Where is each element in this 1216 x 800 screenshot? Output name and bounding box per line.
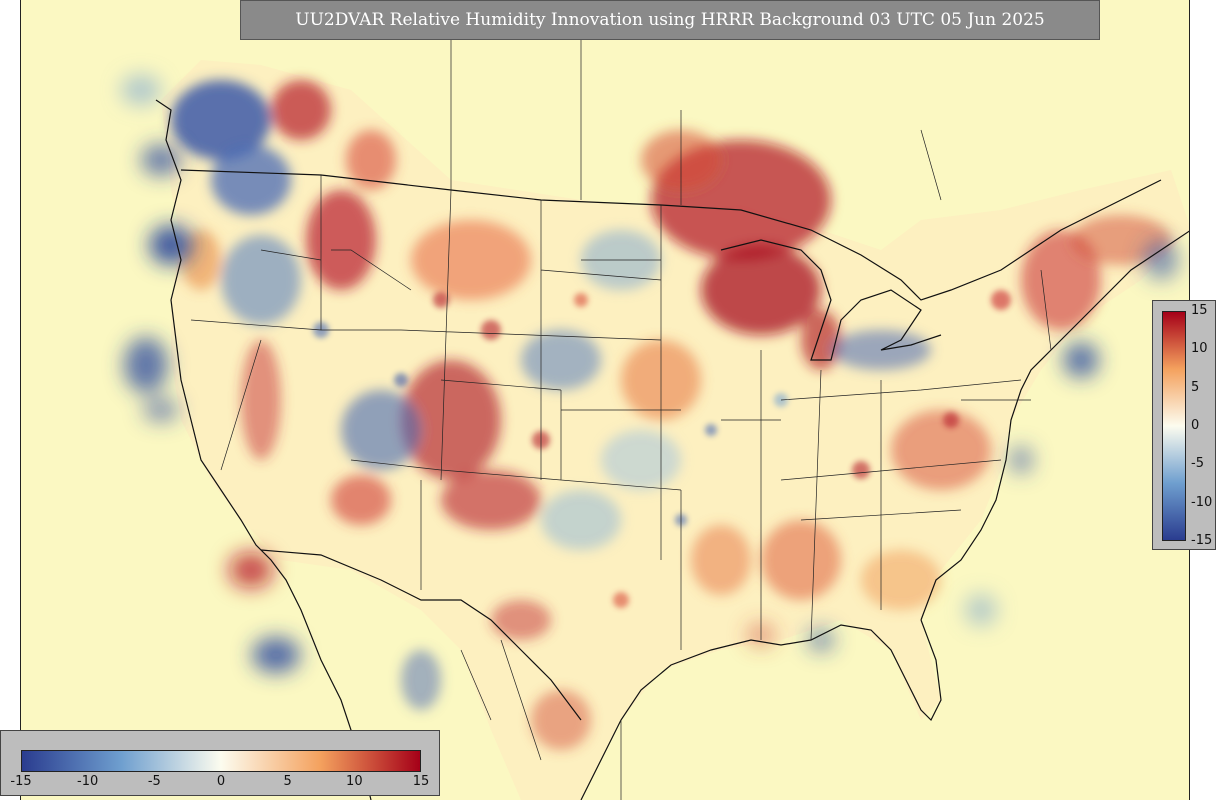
boundary-lines	[155, 99, 1189, 800]
map-panel	[20, 0, 1190, 800]
colorbar-horizontal-tick: -10	[77, 774, 99, 789]
colorbar-horizontal-tick: 5	[283, 774, 292, 789]
humidity-innovation-map	[21, 0, 1189, 800]
us-mexico-border	[260, 549, 582, 721]
colorbar-horizontal-tick: 15	[412, 774, 430, 789]
innovation-field	[171, 80, 1171, 750]
colorbar-vertical-gradient	[1162, 311, 1186, 541]
gulf-coastline	[580, 619, 942, 800]
colorbar-horizontal-tick: 10	[346, 774, 363, 789]
colorbar-horizontal-tick: 0	[216, 774, 226, 789]
colorbar-horizontal: -15 -10 -5 0 5 10 15	[0, 730, 440, 796]
us-canada-border	[180, 169, 1162, 301]
province-lines	[450, 0, 942, 800]
colorbar-vertical-tick: -10	[1191, 494, 1213, 510]
colorbar-vertical-tick: 10	[1191, 341, 1208, 357]
great-lakes	[720, 239, 942, 361]
colorbar-vertical-tick: 15	[1191, 303, 1208, 318]
east-coastline	[920, 230, 1189, 621]
colorbar-vertical-tick: 0	[1191, 418, 1200, 433]
colorbar-horizontal-gradient	[21, 750, 421, 772]
map-title: UU2DVAR Relative Humidity Innovation usi…	[240, 0, 1100, 40]
colorbar-vertical-tick: -5	[1191, 456, 1204, 472]
offshore-field	[121, 75, 1179, 673]
colorbar-vertical-tick: -15	[1191, 533, 1213, 548]
colorbar-vertical-tick: 5	[1191, 379, 1200, 395]
colorbar-vertical: -15 -10 -5 0 5 10 15	[1152, 300, 1216, 550]
colorbar-horizontal-tick: -5	[147, 774, 161, 789]
colorbar-horizontal-tick: -15	[10, 774, 32, 789]
state-lines	[190, 175, 1052, 650]
west-coastline	[155, 99, 372, 800]
